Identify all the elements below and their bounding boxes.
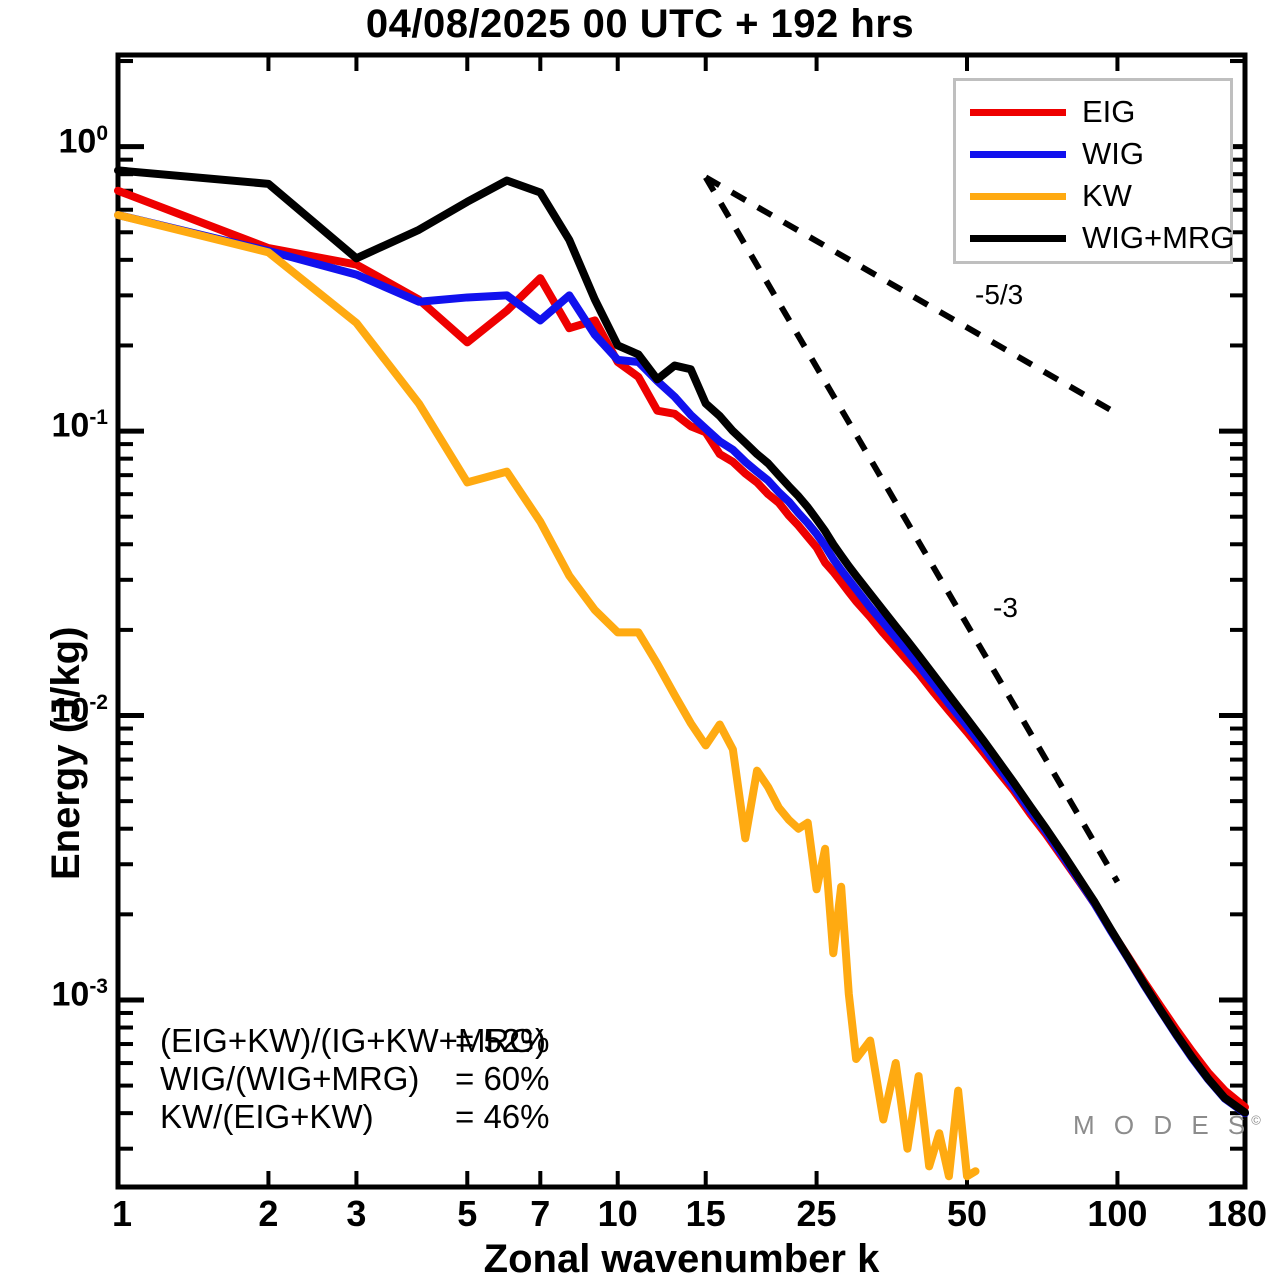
statistic-expression: (EIG+KW)/(IG+KW+MRG) [160,1022,546,1059]
x-axis-tick-label: 2 [258,1193,279,1234]
x-axis-tick-label: 25 [796,1193,837,1234]
series-line-wig [114,211,1249,1118]
copyright-icon: © [1251,1112,1261,1128]
slope-annotation-3: -3 [993,592,1018,623]
legend-item-label: KW [1082,178,1132,213]
x-axis-tick-label: 3 [346,1193,367,1234]
legend-swatch-icon [970,192,1066,200]
modes-watermark-text: M O D E S [1073,1110,1252,1140]
slope-annotation-53: -5/3 [975,279,1024,310]
legend-swatch-icon [970,150,1066,158]
x-axis-tick-label: 50 [946,1193,988,1234]
modes-watermark: M O D E S© [1073,1110,1261,1141]
statistic-row: KW/(EIG+KW) = 46% [160,1098,550,1136]
legend-item-label: EIG [1082,94,1136,129]
legend-swatch-icon [970,234,1066,242]
y-axis-tick-label: 100 [58,121,108,160]
x-axis-tick-label: 1 [111,1193,133,1234]
legend-item-kw[interactable]: KW [956,175,1230,217]
x-axis-tick-label: 100 [1087,1193,1148,1234]
statistic-row: WIG/(WIG+MRG) = 60% [160,1060,550,1098]
statistic-value: = 46% [455,1098,550,1135]
series-line-eig [114,186,1249,1112]
legend-item-wig[interactable]: WIG [956,133,1230,175]
y-axis-tick-label: 10-3 [51,974,108,1014]
statistic-row: (EIG+KW)/(IG+KW+MRG) = 52% [160,1022,550,1060]
statistic-expression: WIG/(WIG+MRG) [160,1060,420,1097]
statistic-value: = 60% [455,1060,550,1097]
legend-item-label: WIG [1082,136,1144,171]
reference-slope-line-neg5-3 [704,174,1119,417]
page-title: 04/08/2025 00 UTC + 192 hrs [365,2,915,46]
y-axis-tick-label: 10-1 [51,406,108,445]
series-line-wig-mrg [114,166,1249,1117]
statistic-expression: KW/(EIG+KW) [160,1098,374,1135]
series-line-kw [114,211,980,1181]
legend-item-label: WIG+MRG [1082,220,1235,255]
legend: EIG WIG KW WIG+MRG [953,78,1234,264]
x-axis-tick-label: 15 [685,1193,726,1234]
plot-frame [115,52,1248,1190]
legend-item-eig[interactable]: EIG [956,91,1230,133]
legend-swatch-icon [970,108,1066,116]
x-axis-tick-label: 7 [530,1193,551,1234]
x-axis-label: Zonal wavenumber k [483,1237,880,1281]
statistics-block: (EIG+KW)/(IG+KW+MRG) = 52% WIG/(WIG+MRG) = … [160,1022,550,1136]
legend-item-wig-mrg[interactable]: WIG+MRG [956,217,1234,259]
x-axis-tick-label: 5 [457,1193,478,1234]
statistic-value: = 52% [455,1022,550,1059]
x-axis-tick-label: 10 [597,1193,638,1234]
reference-slope-line-neg3 [703,175,1121,884]
x-axis-tick-label: 180 [1206,1193,1268,1234]
y-axis-tick-label: 10-2 [51,690,108,729]
